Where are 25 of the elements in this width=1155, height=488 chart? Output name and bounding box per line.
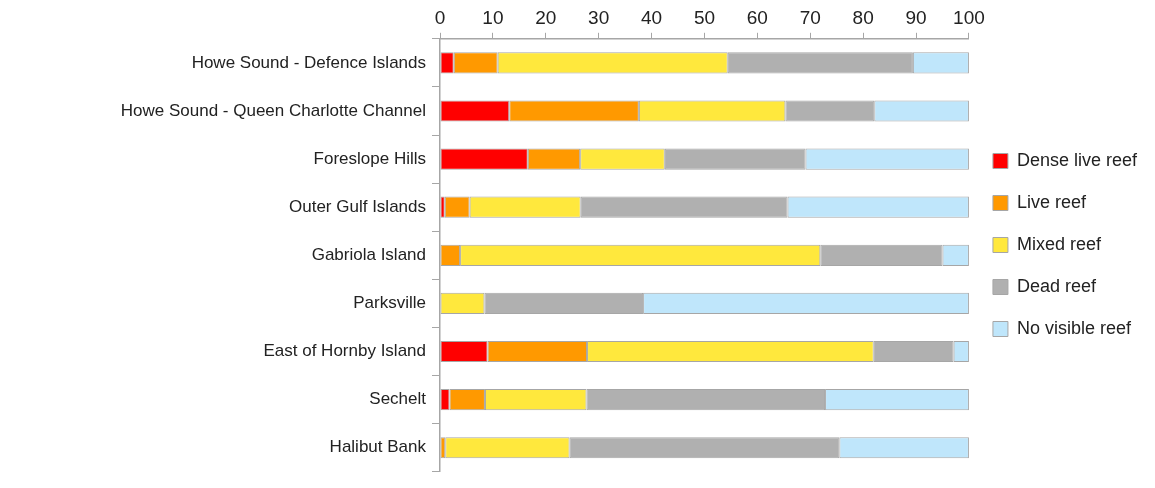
- x-tick-label: 30: [588, 6, 610, 28]
- y-tick-label: Sechelt: [369, 389, 427, 409]
- legend-label: Live reef: [1016, 191, 1087, 212]
- y-tick-label: Parksville: [353, 293, 426, 313]
- y-tick-label: Outer Gulf Islands: [288, 196, 426, 216]
- legend-label: Dense live reef: [1016, 149, 1138, 170]
- y-tick-label: Gabriola Island: [311, 244, 426, 264]
- legend-label: Dead reef: [1016, 275, 1097, 296]
- x-tick-label: 70: [799, 6, 821, 28]
- x-tick-label: 50: [693, 6, 716, 28]
- x-tick-label: 100: [953, 6, 985, 28]
- legend-label: Mixed reef: [1016, 233, 1102, 254]
- x-tick-label: 40: [641, 6, 663, 28]
- legend-label: No visible reef: [1016, 317, 1132, 338]
- x-tick-label: 20: [535, 6, 557, 28]
- x-tick-label: 80: [852, 6, 874, 28]
- x-tick-label: 60: [746, 6, 768, 28]
- y-tick-label: East of Hornby Island: [263, 341, 426, 361]
- y-tick-label: Howe Sound - Queen Charlotte Channel: [120, 100, 426, 120]
- y-tick-label: Howe Sound - Defence Islands: [191, 52, 426, 72]
- x-tick-label: 90: [905, 6, 927, 28]
- x-tick-label: 0: [434, 6, 446, 28]
- y-tick-label: Halibut Bank: [329, 437, 427, 457]
- y-tick-label: Foreslope Hills: [313, 148, 426, 168]
- x-tick-label: 10: [482, 6, 504, 28]
